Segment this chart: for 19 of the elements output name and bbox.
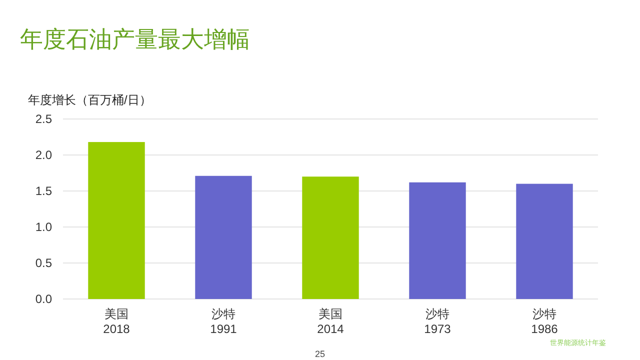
bar [195,176,252,299]
bar [409,182,466,299]
y-tick-label: 0.5 [35,256,52,270]
y-axis-title: 年度增长（百万桶/日） [28,93,152,107]
bar [88,142,145,299]
y-tick-label: 1.0 [35,220,52,234]
y-tick-label: 1.5 [35,184,52,198]
y-tick-label: 2.5 [35,112,52,126]
y-tick-label: 2.0 [35,148,52,162]
x-tick-label: 沙特 1973 [424,307,452,336]
text: 25 [314,349,326,359]
x-tick-label: 沙特 1991 [210,307,238,336]
chart-title: 年度石油产量最大增幅 [20,26,250,52]
x-tick-label: 美国 2018 [103,307,130,336]
bar [516,184,573,299]
bar [302,176,359,299]
x-tick-label: 沙特 1986 [531,307,558,336]
x-tick-label: 美国 2014 [317,307,344,336]
y-tick-label: 0.0 [35,292,52,306]
